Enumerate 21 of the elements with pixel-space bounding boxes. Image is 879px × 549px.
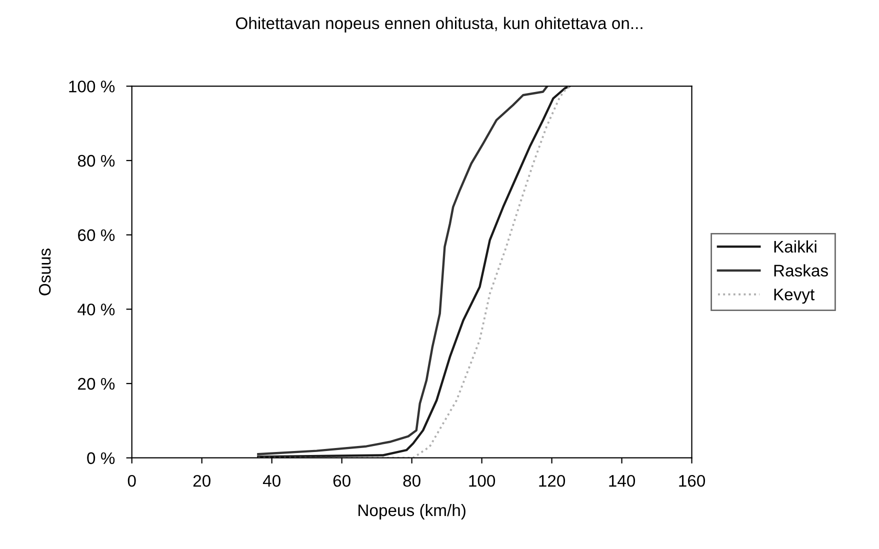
legend-label: Kevyt xyxy=(774,288,815,304)
x-tick-label: 80 xyxy=(403,474,420,487)
y-tick-label: 0 % xyxy=(87,452,115,464)
y-tick-label: 20 % xyxy=(78,378,115,390)
x-tick-label: 60 xyxy=(333,474,350,487)
x-tick-label: 20 xyxy=(193,474,210,487)
x-tick-label: 140 xyxy=(609,474,636,487)
x-axis-title: Nopeus (km/h) xyxy=(358,504,466,520)
x-tick-label: 100 xyxy=(469,474,496,487)
legend-label: Raskas xyxy=(774,264,828,277)
chart-title: Ohitettavan nopeus ennen ohitusta, kun ohitettava on... xyxy=(236,16,642,32)
y-tick-label: 80 % xyxy=(78,154,115,167)
x-tick-label: 40 xyxy=(262,474,280,487)
y-tick-label: 60 % xyxy=(78,229,115,242)
y-axis-title: Osuus xyxy=(38,248,51,296)
legend-label: Kaikki xyxy=(774,240,816,253)
y-tick-label: 100 % xyxy=(69,80,115,92)
x-tick-label: 120 xyxy=(539,474,566,487)
x-tick-label: 0 xyxy=(128,474,136,487)
y-tick-label: 40 % xyxy=(78,304,115,316)
x-tick-label: 160 xyxy=(679,474,706,487)
